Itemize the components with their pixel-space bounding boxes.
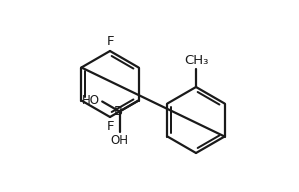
Text: OH: OH — [111, 133, 129, 146]
Text: HO: HO — [82, 94, 100, 107]
Text: B: B — [114, 105, 123, 118]
Text: CH₃: CH₃ — [184, 54, 208, 67]
Text: F: F — [106, 120, 114, 133]
Text: F: F — [106, 35, 114, 48]
